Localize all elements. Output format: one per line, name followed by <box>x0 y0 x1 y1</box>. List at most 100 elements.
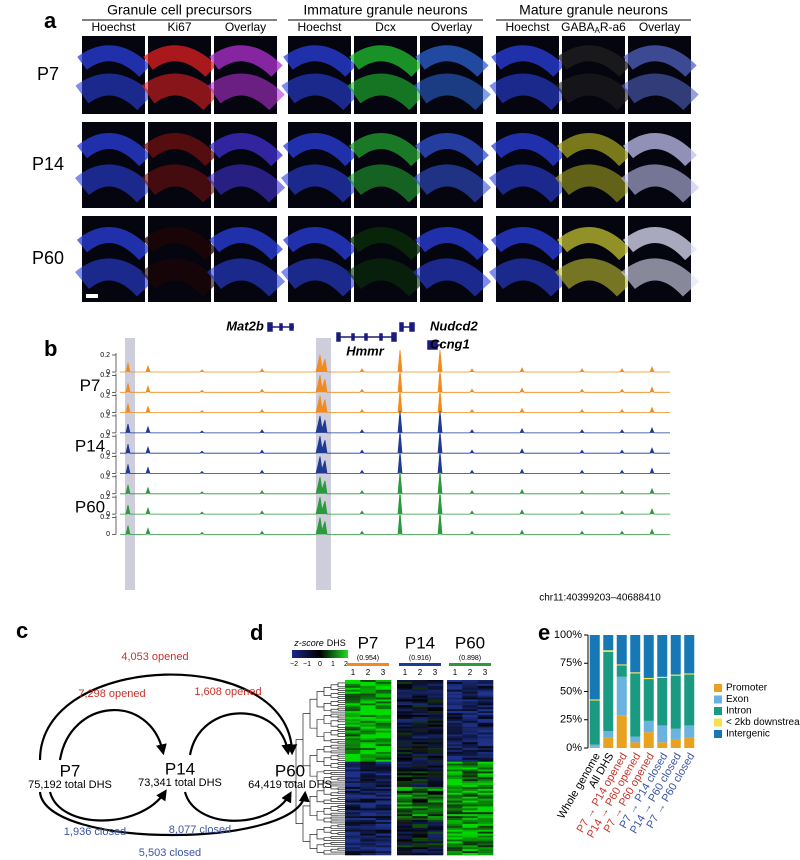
heat-cell <box>447 851 463 854</box>
heat-cell <box>462 853 478 856</box>
heat-cell <box>447 777 463 780</box>
heat-cell <box>345 779 361 782</box>
dendro <box>323 686 331 696</box>
heat-cell <box>447 845 463 848</box>
heat-cell <box>477 746 494 749</box>
heat-cell <box>427 755 444 759</box>
heat-cell <box>375 808 392 811</box>
tissue <box>282 227 357 261</box>
heat-cell <box>447 820 463 823</box>
tissue <box>281 258 360 297</box>
heat-cell <box>477 835 494 838</box>
heat-cell <box>447 786 463 790</box>
heat-cell <box>447 680 463 683</box>
heat-cell <box>477 773 494 776</box>
tissue <box>347 73 425 111</box>
tissue <box>621 73 699 111</box>
heat-cell <box>360 783 376 786</box>
heat-cell <box>477 802 494 805</box>
heat-cell <box>412 853 428 856</box>
heat-cell <box>345 740 361 743</box>
heat-cell <box>427 701 444 704</box>
heat-cell <box>427 680 444 683</box>
heat-cell <box>427 775 444 778</box>
heat-cell <box>375 831 392 834</box>
heat-cell <box>360 823 376 827</box>
dendro <box>330 798 338 802</box>
bar-segment <box>657 725 668 743</box>
heat-cell <box>447 695 463 698</box>
heat-cell <box>412 689 428 692</box>
key-title: z-score DHS <box>293 638 346 648</box>
heat-cell <box>462 713 478 716</box>
heat-cell <box>462 783 478 786</box>
heat-cell <box>375 812 392 815</box>
node-total: 73,341 total DHS <box>138 777 222 789</box>
heat-cell <box>375 827 392 831</box>
heat-cell <box>375 738 392 741</box>
bar-segment <box>603 731 614 738</box>
heat-cell <box>412 707 428 710</box>
dendro <box>337 719 345 723</box>
heat-cell <box>427 691 444 694</box>
heat-cell <box>412 763 428 766</box>
heat-cell <box>375 730 392 733</box>
heat-cell <box>412 783 428 786</box>
heat-cell <box>345 718 361 722</box>
heat-cell <box>447 835 463 838</box>
heat-cell <box>360 693 376 696</box>
heat-cell <box>345 847 361 850</box>
heat-cell <box>427 750 444 753</box>
heat-cell <box>397 790 413 794</box>
heat-cell <box>375 761 392 764</box>
heat-cell <box>462 829 478 832</box>
heat-cell <box>375 746 392 749</box>
heat-cell <box>397 746 413 749</box>
y-tick-label: 0.2 <box>100 453 110 460</box>
heat-cell <box>345 720 361 724</box>
heat-cell <box>360 716 376 720</box>
heat-cell <box>345 734 361 737</box>
heat-cell <box>477 693 494 696</box>
dendro <box>323 770 331 774</box>
dendro <box>330 775 338 780</box>
dendro <box>316 748 324 762</box>
heat-cell <box>397 853 413 856</box>
y-tick-label: 0.2 <box>100 392 110 399</box>
edge-label: 1,608 opened <box>194 686 261 698</box>
heat-cell <box>375 796 392 799</box>
heat-cell <box>412 771 428 774</box>
heat-cell <box>477 837 494 840</box>
heat-cell <box>477 800 494 803</box>
heat-cell <box>427 841 444 844</box>
heat-cell <box>397 786 413 790</box>
heat-cell <box>412 715 428 718</box>
column-label: Hoechst <box>505 20 550 34</box>
heat-cell <box>427 687 444 691</box>
heat-cell <box>360 825 376 829</box>
heat-cell <box>427 722 444 726</box>
heat-cell <box>412 847 428 850</box>
heat-cell <box>360 841 376 844</box>
heat-cell <box>397 680 413 683</box>
heat-cell <box>397 697 413 700</box>
heat-cell <box>360 687 376 691</box>
heat-cell <box>427 703 444 706</box>
heat-cell <box>427 790 444 794</box>
edge-label: 5,503 closed <box>139 847 201 859</box>
heat-cell <box>462 761 478 764</box>
heat-cell <box>412 703 428 706</box>
heat-cell <box>375 820 392 823</box>
heat-cell <box>447 767 463 770</box>
heat-cell <box>447 685 463 689</box>
tissue <box>415 45 489 78</box>
heat-cell <box>397 825 413 829</box>
heat-cell <box>375 794 392 797</box>
edge-label: 8,077 closed <box>169 824 231 836</box>
tissue <box>209 45 283 78</box>
heat-cell <box>447 683 463 687</box>
heat-cell <box>462 851 478 854</box>
heat-cell <box>360 829 376 832</box>
key-tick: 0 <box>318 661 322 668</box>
bar-segment <box>603 651 614 732</box>
